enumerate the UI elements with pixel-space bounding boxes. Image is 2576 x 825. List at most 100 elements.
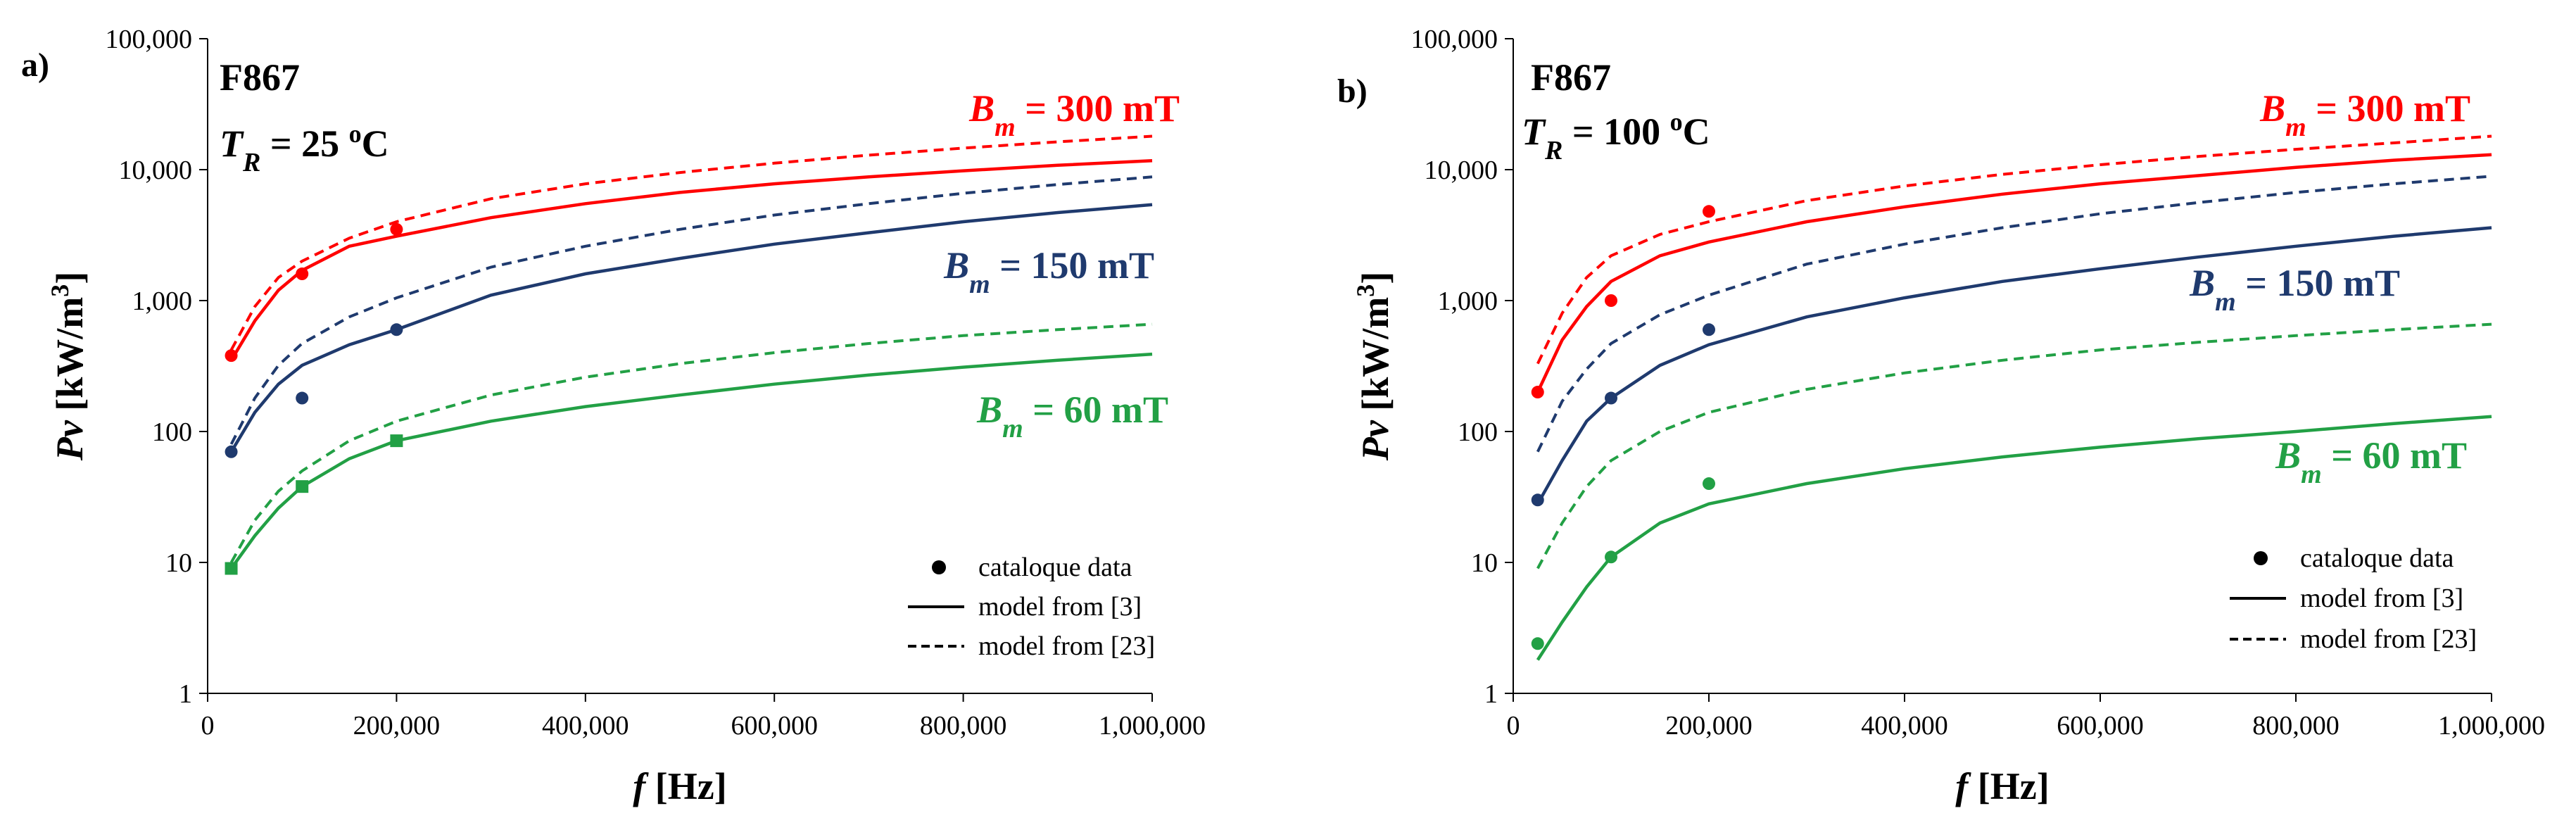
panel-b-legend-marker	[2254, 551, 2268, 565]
panel-a-material-label: F867	[220, 56, 300, 99]
panel-b-series-2-model-3-line	[1536, 415, 2492, 661]
panel-a-series-1-label-sub: m	[969, 270, 990, 299]
panel-b-series-0-label: Bm = 300 mT	[2259, 87, 2470, 142]
panel-b-x-axis-title: f [Hz]	[1955, 765, 2049, 807]
panel-b-series-2-label-symbol: B	[2275, 434, 2301, 477]
panel-a-y-tick-label: 1,000	[132, 286, 193, 316]
panel-b-series-2-label-sub: m	[2301, 460, 2322, 489]
panel-b-series-1-model-23-line	[1536, 175, 2492, 453]
panel-b-chart: 1 10 100 1,000 10,000 100,000 0 200,000 400,000 6…	[1337, 25, 2545, 807]
panel-a-temperature-label: TR = 25 oC	[220, 120, 389, 177]
panel-b-y-axis-title-sup: 3	[1351, 284, 1379, 297]
panel-a-series-2-label-sub: m	[1002, 414, 1023, 443]
panel-b-series-1-model-3-line	[1536, 226, 2492, 505]
panel-a-series-1-catalogue-point	[225, 445, 238, 458]
panel-a-series-1-model-23-line	[229, 175, 1153, 445]
panel-a-y-axis-title-close: ]	[49, 272, 91, 284]
panel-a-x-tick-label: 1,000,000	[1099, 711, 1206, 741]
panel-b-series-0-catalogue-point	[1703, 205, 1715, 218]
panel-a-series-2-catalogue-point	[296, 480, 309, 493]
panel-b-y-tick-label: 1,000	[1438, 286, 1498, 316]
panel-b-series-0-label-sub: m	[2285, 113, 2306, 142]
panel-a-series-1-label-value: = 150 mT	[990, 244, 1154, 286]
panel-a-series-1-model-3-line	[229, 203, 1153, 453]
panel-a-panel-label: a)	[21, 46, 49, 84]
panel-b-x-tick-label: 600,000	[2057, 711, 2144, 741]
panel-b-series-0-model-23-line	[1536, 134, 2492, 365]
panel-a-y-tick-label: 10	[165, 548, 192, 578]
panel-a-y-tick-label: 100	[152, 417, 192, 447]
panel-b-legend-label: model from [3]	[2300, 584, 2463, 613]
panel-a-x-tick-label: 800,000	[920, 711, 1007, 741]
panel-a-x-axis-title: f [Hz]	[633, 765, 726, 807]
panel-b-y-axis-title-unit: [kW/m	[1354, 297, 1396, 421]
panel-a-y-tick-label: 100,000	[106, 25, 193, 54]
panel-b-x-axis-title-symbol: f	[1955, 765, 1971, 807]
panel-a-legend-marker	[932, 560, 946, 574]
panel-a-series-0-catalogue-point	[390, 222, 403, 236]
panel-a-series-0-catalogue-point	[225, 349, 238, 363]
panel-a-series-0-label-symbol: B	[968, 87, 995, 130]
panel-a-series-2-label-value: = 60 mT	[1023, 389, 1168, 431]
panel-a-series-2-label-symbol: B	[976, 389, 1002, 431]
panel-a-series-0-label-sub: m	[995, 113, 1016, 142]
panel-b-series-2-model-23-line	[1536, 322, 2492, 569]
panel-b-series-1-catalogue-point	[1703, 323, 1715, 336]
panel-b-temperature-unit-sup: o	[1670, 108, 1683, 136]
panel-b-y-axis-title-close: ]	[1354, 272, 1396, 284]
panel-b-x-tick-label: 1,000,000	[2438, 711, 2545, 741]
panel-b-temperature-value: = 100	[1562, 111, 1669, 153]
panel-b-series-2-catalogue-point	[1531, 637, 1544, 650]
panel-a-series-1-label: Bm = 150 mT	[943, 244, 1154, 299]
panel-b-temperature-unit: C	[1683, 111, 1710, 153]
panel-a-legend-label: cataloque data	[978, 553, 1132, 582]
panel-b-y-tick-label: 10	[1471, 548, 1498, 578]
panel-a-series-0-catalogue-point	[296, 267, 309, 281]
panel-a-series-2-label: Bm = 60 mT	[976, 389, 1168, 443]
panel-a-legend-label: model from [23]	[978, 631, 1155, 661]
panel-b-y-tick-label: 10,000	[1425, 156, 1498, 185]
panel-b-series-0-model-3-line	[1536, 153, 2492, 393]
panel-b-y-axis-title: Pv [kW/m3]	[1351, 272, 1396, 461]
panel-b-temperature-subscript: R	[1544, 136, 1562, 165]
panel-a-x-tick-label: 600,000	[731, 711, 818, 741]
panel-a-y-axis-title-sup: 3	[46, 284, 74, 297]
panel-a-y-axis-title-unit: [kW/m	[49, 297, 91, 421]
panel-a-legend-label: model from [3]	[978, 592, 1142, 622]
panel-b-series-1-label-symbol: B	[2189, 262, 2215, 304]
panel-a-series-1-label-symbol: B	[943, 244, 969, 286]
panel-b-x-tick-label: 800,000	[2252, 711, 2340, 741]
panel-a-temperature-unit-sup: o	[349, 120, 362, 148]
panel-b-y-tick-label: 100	[1458, 417, 1498, 447]
panel-b-y-tick-label: 100,000	[1411, 25, 1498, 54]
panel-b-y-axis-title-symbol: Pv	[1354, 420, 1396, 461]
panel-a-y-axis-title: Pv [kW/m3]	[46, 272, 91, 461]
panel-a-temperature-unit: C	[362, 122, 389, 165]
panel-a-series-1-catalogue-point	[296, 391, 309, 405]
panel-a-temperature-symbol: T	[220, 122, 244, 165]
panel-b-temperature-symbol: T	[1522, 111, 1546, 153]
panel-a-series-2-model-23-line	[229, 322, 1153, 563]
panel-b-legend-label: model from [23]	[2300, 624, 2477, 654]
panel-b-series-1-label-sub: m	[2215, 287, 2236, 317]
panel-a-series-0-model-23-line	[229, 134, 1153, 351]
panel-b-panel-label: b)	[1337, 73, 1368, 110]
panel-a-series-2-catalogue-point	[225, 562, 238, 575]
panel-b-legend-label: cataloque data	[2300, 543, 2454, 573]
panel-a-series-0-model-3-line	[229, 159, 1153, 361]
panel-a-y-axis-title-symbol: Pv	[49, 420, 91, 461]
panel-b-series-0-catalogue-point	[1605, 294, 1617, 307]
panel-a-series-1-catalogue-point	[390, 323, 403, 336]
panel-b-series-2-label: Bm = 60 mT	[2275, 434, 2467, 489]
panel-b-series-2-catalogue-point	[1605, 550, 1617, 564]
panel-a-temperature-value: = 25	[260, 122, 348, 165]
panel-b-material-label: F867	[1531, 56, 1611, 99]
panel-a-series-0-label-value: = 300 mT	[1016, 87, 1180, 130]
panel-a-x-tick-label: 400,000	[542, 711, 629, 741]
panel-a-chart: 1 10 100 1,000 10,000 100,000 0 200,000 400,000 6…	[21, 25, 1206, 807]
panel-b-series-0-label-value: = 300 mT	[2306, 87, 2470, 130]
panel-b-series-0-label-symbol: B	[2259, 87, 2285, 130]
panel-b-x-tick-label: 0	[1507, 711, 1520, 741]
